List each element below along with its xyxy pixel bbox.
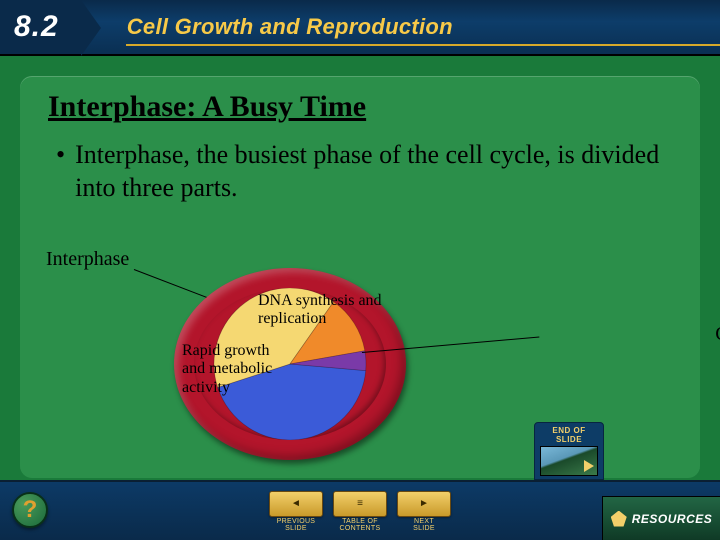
nav-previous[interactable]: ◄ PREVIOUSSLIDE	[269, 491, 323, 532]
header-bar: 8.2 Cell Growth and Reproduction	[0, 0, 720, 56]
eos-thumbnail-icon	[540, 446, 598, 476]
toc-label-2: CONTENTS	[340, 525, 381, 532]
slide-title: Interphase: A Busy Time	[48, 90, 678, 124]
toc-label-1: TABLE OF	[342, 518, 378, 525]
prev-label-1: PREVIOUS	[277, 518, 316, 525]
bullet-text: Interphase, the busiest phase of the cel…	[75, 138, 664, 205]
resources-button[interactable]: RESOURCES	[602, 496, 720, 540]
next-label-2: SLIDE	[413, 525, 435, 532]
contents-icon: ≡	[333, 491, 387, 517]
interphase-outer-label: Interphase	[46, 248, 129, 271]
next-arrow-icon: ►	[397, 491, 451, 517]
g1-phase-label: Rapid growth and metabolic activity	[182, 342, 274, 397]
nav-next[interactable]: ► NEXTSLIDE	[397, 491, 451, 532]
resources-icon	[611, 511, 627, 527]
help-button[interactable]: ?	[12, 492, 48, 528]
s-phase-label: DNA synthesis and replication	[258, 292, 398, 329]
eos-line2: SLIDE	[556, 435, 582, 444]
header-underline	[126, 44, 720, 46]
prev-arrow-icon: ◄	[269, 491, 323, 517]
nav-contents[interactable]: ≡ TABLE OFCONTENTS	[333, 491, 387, 532]
bullet-dot-icon: •	[56, 142, 65, 168]
g2-phase-label: Centrioles replicate; cell prepares for …	[712, 322, 720, 394]
content-card: Interphase: A Busy Time • Interphase, th…	[20, 76, 700, 478]
section-tab: 8.2	[0, 0, 81, 54]
prev-label-2: SLIDE	[285, 525, 307, 532]
bullet-item: • Interphase, the busiest phase of the c…	[56, 138, 664, 205]
resources-label: RESOURCES	[632, 512, 713, 526]
end-of-slide-badge: END OF SLIDE	[534, 422, 604, 480]
eos-line1: END OF	[552, 426, 585, 435]
section-number: 8.2	[14, 10, 59, 44]
next-label-1: NEXT	[414, 518, 434, 525]
